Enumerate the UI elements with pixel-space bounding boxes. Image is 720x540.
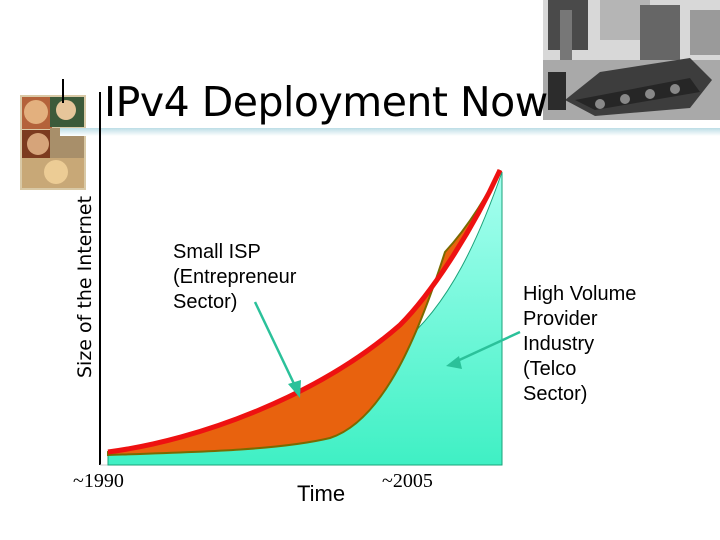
x-tick-1990: ~1990 [73, 470, 124, 492]
small-isp-arrow [253, 301, 301, 398]
y-axis-label: Size of the Internet [74, 195, 96, 378]
wrecked-tank-photo [543, 0, 720, 120]
painting-collage [20, 79, 86, 190]
growth-curve [107, 168, 503, 455]
slide-title: IPv4 Deployment Now [104, 78, 548, 126]
x-axis-label: Time [297, 481, 346, 506]
telco-arrow [446, 330, 521, 369]
x-tick-2005: ~2005 [382, 470, 433, 492]
small-isp-label: Small ISP (Entrepreneur Sector) [173, 241, 297, 313]
high-volume-label: High Volume Provider Industry (Telco Sec… [523, 283, 637, 405]
title-underline [60, 128, 720, 136]
